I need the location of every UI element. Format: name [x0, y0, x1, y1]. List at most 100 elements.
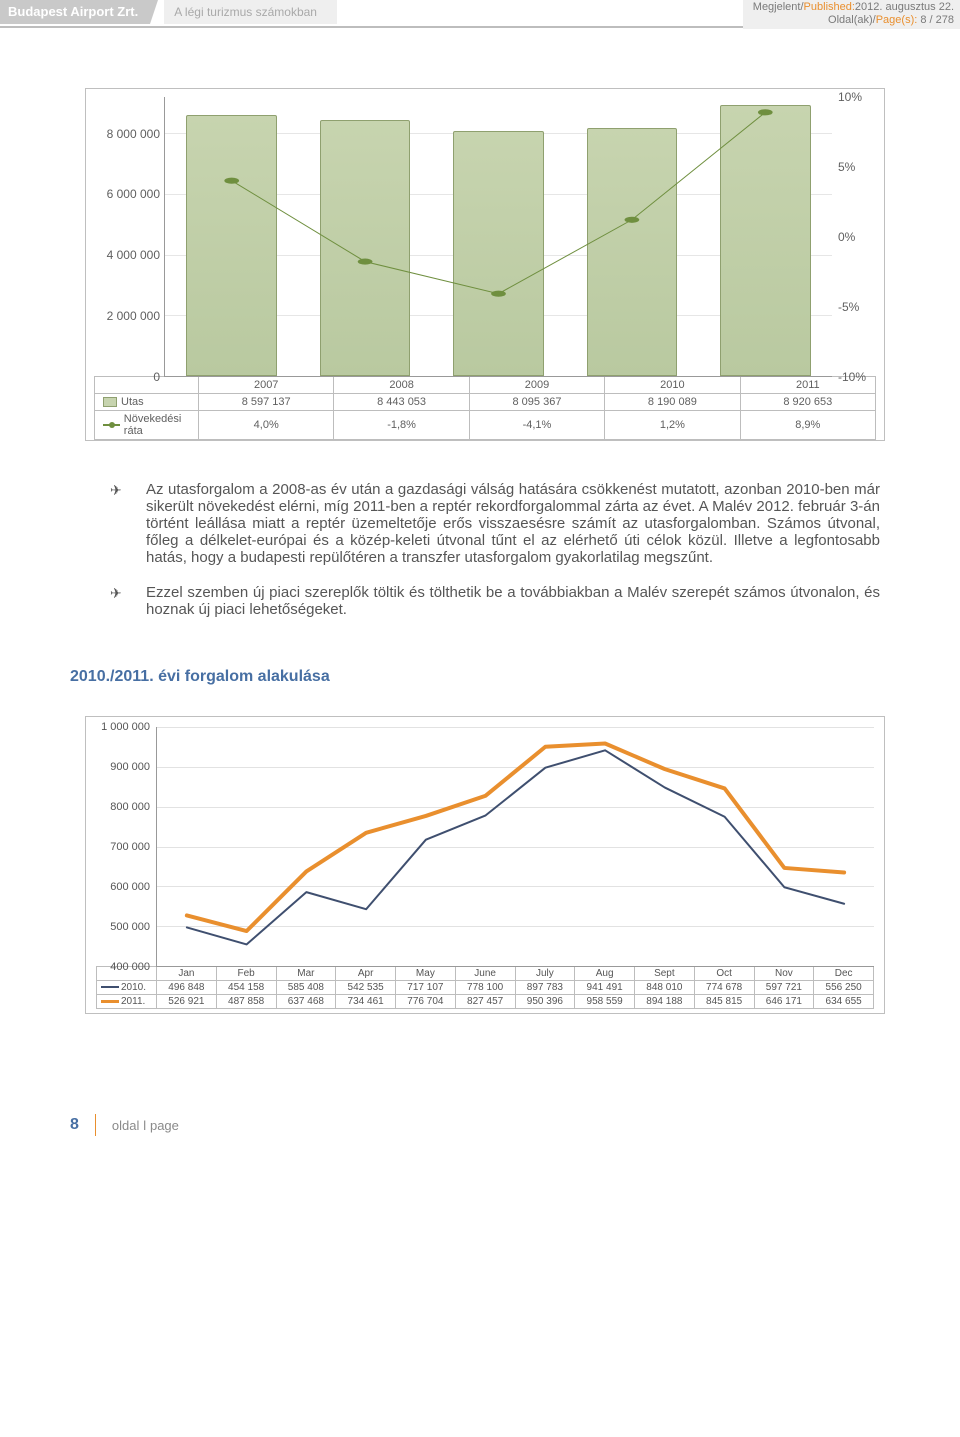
chart2-value: 897 783 — [515, 981, 575, 995]
chart1-bar-value: 8 095 367 — [469, 394, 604, 411]
chart2-series-line — [187, 744, 844, 931]
monthly-traffic-chart: 400 000 500 000 600 000 700 000 800 000 900 0… — [85, 716, 885, 1014]
chart2-ytick: 900 000 — [110, 761, 150, 773]
chart2-value: 776 704 — [396, 995, 456, 1009]
page-number: 8 — [70, 1116, 79, 1134]
published-label: Megjelent/ — [753, 1, 804, 13]
chart2-month: Oct — [694, 967, 754, 981]
footer-text: oldal ǀ page — [112, 1118, 179, 1133]
chart2-month: June — [455, 967, 515, 981]
chart2-month: May — [396, 967, 456, 981]
chart2-ytick: 1 000 000 — [101, 721, 150, 733]
chart1-marker — [625, 217, 640, 223]
chart1-ytick-left: 4 000 000 — [107, 248, 160, 262]
chart1-data-table: 20072008200920102011Utas8 597 1378 443 0… — [94, 376, 876, 440]
chart2-data-table: JanFebMarAprMayJuneJulyAugSeptOctNovDec2… — [96, 966, 874, 1009]
chart2-value: 717 107 — [396, 981, 456, 995]
chart1-bar-value: 8 597 137 — [199, 394, 334, 411]
chart1-ytick-right: -5% — [838, 300, 859, 314]
chart1-line-value: 1,2% — [605, 411, 740, 440]
chart2-ytick: 800 000 — [110, 801, 150, 813]
chart1-right-axis: -10%-5%0%5%10% — [832, 97, 876, 377]
chart1-ytick-left: 8 000 000 — [107, 127, 160, 141]
chart2-month: Apr — [336, 967, 396, 981]
chart2-value: 634 655 — [814, 995, 874, 1009]
chart2-value: 894 188 — [635, 995, 695, 1009]
chart1-ytick-right: -10% — [838, 370, 866, 384]
chart2-value: 734 461 — [336, 995, 396, 1009]
chart2-series-label: 2011. — [121, 996, 145, 1007]
chart2-value: 487 858 — [216, 995, 276, 1009]
chart1-marker — [491, 291, 506, 297]
chart2-value: 597 721 — [754, 981, 814, 995]
chart1-series-utas: Utas — [121, 396, 144, 408]
chart1-marker — [224, 178, 239, 184]
chart1-ytick-left: 2 000 000 — [107, 309, 160, 323]
chart1-cat: 2009 — [469, 377, 604, 394]
chart1-ytick-right: 0% — [838, 230, 855, 244]
chart1-series-growth: Növekedési ráta — [124, 413, 198, 437]
body-text: Az utasforgalom a 2008-as év után a gazd… — [110, 481, 880, 618]
header-company-tab: Budapest Airport Zrt. — [0, 0, 150, 24]
chart2-ytick: 600 000 — [110, 881, 150, 893]
chart2-month: Sept — [635, 967, 695, 981]
published-value: 2012. augusztus 22. — [855, 1, 954, 13]
chart2-plot-area — [156, 727, 874, 967]
chart1-bar-value: 8 920 653 — [740, 394, 875, 411]
chart2-value: 950 396 — [515, 995, 575, 1009]
footer-separator — [95, 1114, 96, 1136]
chart2-month: Mar — [276, 967, 336, 981]
chart2-month: Feb — [216, 967, 276, 981]
chart2-value: 542 535 — [336, 981, 396, 995]
chart2-month: Dec — [814, 967, 874, 981]
chart1-cat: 2008 — [334, 377, 469, 394]
chart2-value: 941 491 — [575, 981, 635, 995]
chart2-value: 454 158 — [216, 981, 276, 995]
header-subtitle-tab: A légi turizmus számokban — [164, 0, 337, 24]
chart2-value: 637 468 — [276, 995, 336, 1009]
chart2-value: 827 457 — [455, 995, 515, 1009]
chart2-value: 778 100 — [455, 981, 515, 995]
chart2-y-axis: 400 000500 000600 000700 000800 000900 0… — [96, 727, 156, 967]
chart2-ytick: 700 000 — [110, 841, 150, 853]
chart1-line-value: 8,9% — [740, 411, 875, 440]
chart1-cat: 2007 — [199, 377, 334, 394]
chart1-bar-value: 8 190 089 — [605, 394, 740, 411]
chart1-bar-value: 8 443 053 — [334, 394, 469, 411]
chart2-ytick: 400 000 — [110, 961, 150, 973]
chart2-value: 526 921 — [157, 995, 217, 1009]
header-meta: Megjelent/Published:2012. augusztus 22. … — [743, 0, 960, 29]
pages-label-en: Page(s): — [876, 14, 921, 26]
annual-traffic-chart: 0 2 000 000 4 000 000 6 000 000 8 000 000 -1… — [85, 88, 885, 441]
chart2-month: Nov — [754, 967, 814, 981]
chart1-ytick-left: 6 000 000 — [107, 187, 160, 201]
chart1-marker — [758, 109, 773, 115]
chart2-month: July — [515, 967, 575, 981]
chart1-marker — [358, 259, 373, 265]
chart2-series-line — [187, 750, 844, 944]
chart1-line-value: 4,0% — [199, 411, 334, 440]
subheading: 2010./2011. évi forgalom alakulása — [70, 668, 900, 686]
chart2-value: 556 250 — [814, 981, 874, 995]
chart1-line-value: -1,8% — [334, 411, 469, 440]
chart1-ytick-left: 0 — [153, 370, 160, 384]
pages-label: Oldal(ak)/ — [828, 14, 876, 26]
chart2-value: 774 678 — [694, 981, 754, 995]
chart2-series-label: 2010. — [121, 982, 146, 993]
chart2-value: 845 815 — [694, 995, 754, 1009]
chart1-plot-area — [164, 97, 832, 377]
chart2-ytick: 500 000 — [110, 921, 150, 933]
page-header: Budapest Airport Zrt. A légi turizmus sz… — [0, 0, 960, 28]
chart2-value: 958 559 — [575, 995, 635, 1009]
chart2-value: 496 848 — [157, 981, 217, 995]
paragraph-2: Ezzel szemben új piaci szereplők töltik … — [110, 584, 880, 618]
chart2-value: 585 408 — [276, 981, 336, 995]
chart1-cat: 2010 — [605, 377, 740, 394]
chart2-month: Jan — [157, 967, 217, 981]
chart1-line-value: -4,1% — [469, 411, 604, 440]
chart1-left-axis: 02 000 0004 000 0006 000 0008 000 000 — [94, 97, 164, 377]
chart1-growth-line — [232, 112, 766, 293]
pages-value: 8 / 278 — [920, 14, 954, 26]
chart2-value: 646 171 — [754, 995, 814, 1009]
chart1-ytick-right: 5% — [838, 160, 855, 174]
